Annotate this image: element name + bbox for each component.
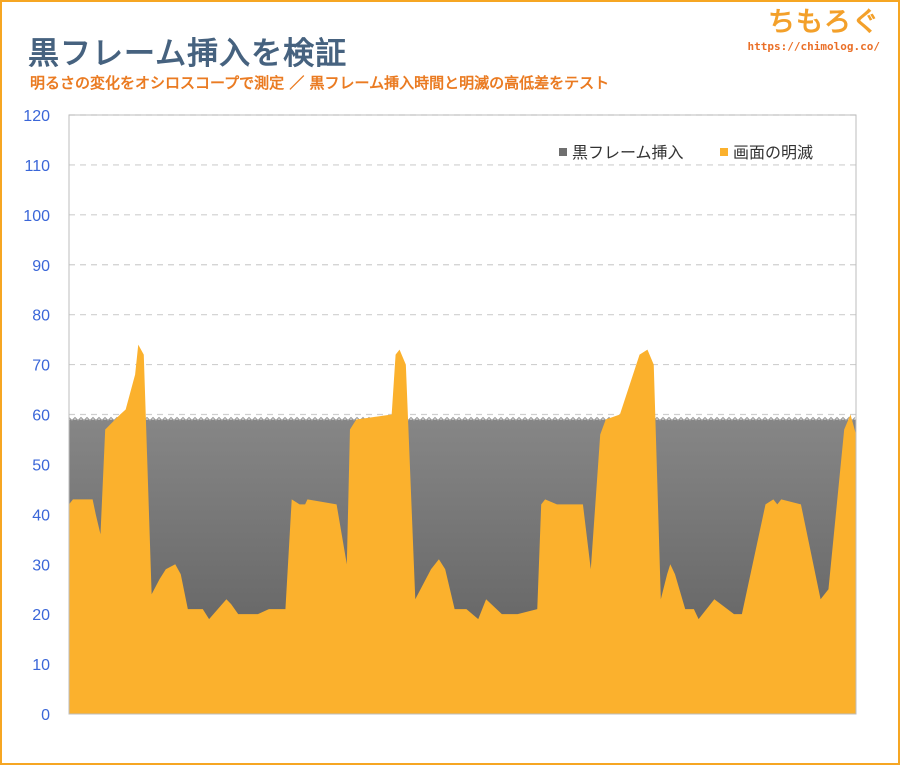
legend-label: 黒フレーム挿入 <box>572 143 684 162</box>
logo-url: https://chimolog.co/ <box>747 40 880 53</box>
legend-swatch <box>720 148 728 156</box>
site-logo: ちもろぐ https://chimolog.co/ <box>748 6 880 53</box>
y-tick-label: 20 <box>32 607 50 624</box>
legend-swatch <box>559 148 567 156</box>
logo-text: ちもろぐ <box>768 7 880 38</box>
y-tick-label: 50 <box>32 457 50 474</box>
chart-title: 黒フレーム挿入を検証 <box>28 36 348 72</box>
legend-label: 画面の明滅 <box>733 143 813 162</box>
y-tick-label: 110 <box>24 158 50 175</box>
plot-border <box>68 114 857 715</box>
y-tick-label: 100 <box>23 208 50 225</box>
y-tick-label: 40 <box>32 507 50 524</box>
y-tick-label: 70 <box>32 358 50 375</box>
y-tick-label: 90 <box>32 258 50 275</box>
y-tick-label: 10 <box>32 657 50 674</box>
series-flicker-area <box>69 344 856 714</box>
y-tick-label: 120 <box>23 108 50 125</box>
y-tick-label: 30 <box>32 557 50 574</box>
y-tick-label: 60 <box>32 408 50 425</box>
y-tick-label: 0 <box>41 707 50 724</box>
chart-subtitle: 明るさの変化をオシロスコープで測定 ／ 黒フレーム挿入時間と明滅の高低差をテスト <box>30 74 610 92</box>
series-black-frame-edge <box>68 416 856 422</box>
y-tick-label: 80 <box>32 308 50 325</box>
